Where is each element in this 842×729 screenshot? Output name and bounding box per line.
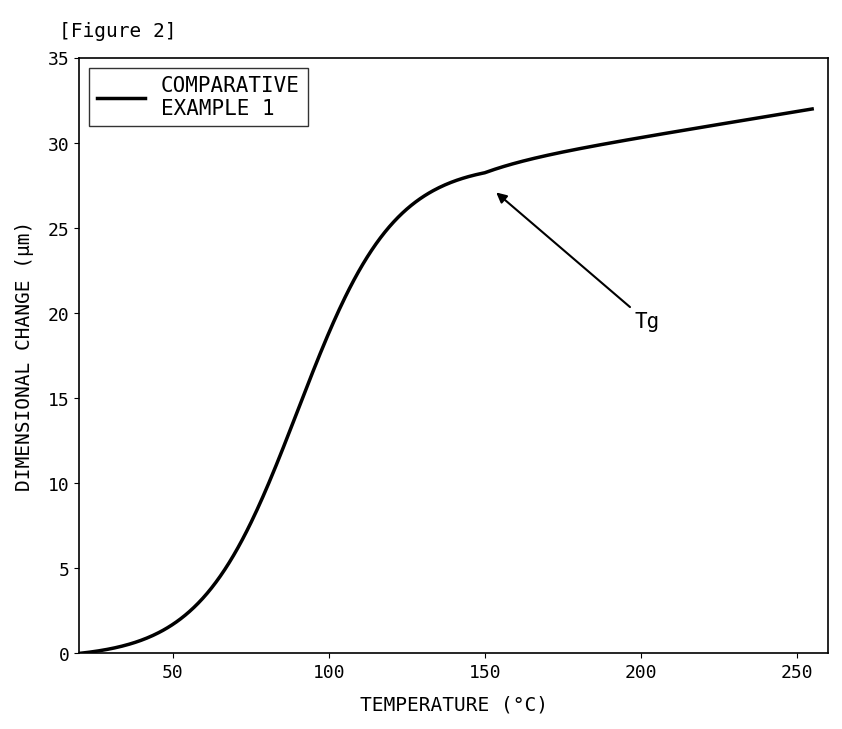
Text: Tg: Tg [498, 195, 659, 332]
Legend: COMPARATIVE
EXAMPLE 1: COMPARATIVE EXAMPLE 1 [89, 68, 307, 127]
X-axis label: TEMPERATURE (°C): TEMPERATURE (°C) [360, 695, 547, 714]
Y-axis label: DIMENSIONAL CHANGE (μm): DIMENSIONAL CHANGE (μm) [15, 221, 34, 491]
Text: [Figure 2]: [Figure 2] [59, 22, 176, 41]
